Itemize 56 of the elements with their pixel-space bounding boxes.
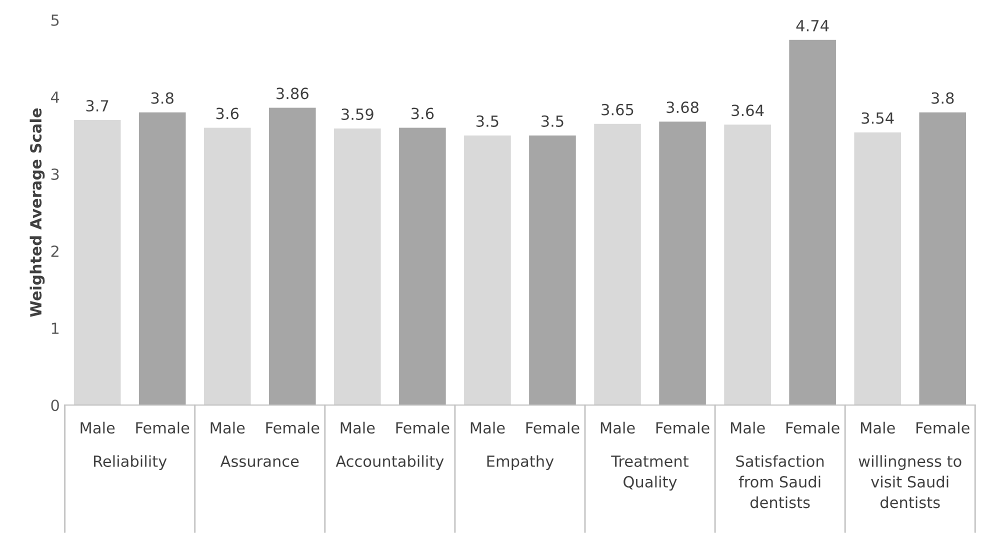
y-tick-label: 3 (51, 168, 59, 180)
text: Reliability (94, 455, 167, 470)
x-tick-label: Female (396, 422, 450, 434)
bar (334, 128, 381, 406)
text: willingness to visit Saudi dentists (858, 455, 962, 508)
bar (594, 124, 641, 406)
y-tick-label: 0 (51, 400, 59, 412)
bar (268, 108, 316, 406)
y-axis-title: Weighted Average Scale (30, 108, 45, 317)
data-label: 3.54 (862, 112, 894, 124)
text: Empathy (487, 455, 554, 470)
data-label: 3.59 (342, 108, 374, 120)
data-label: 4.74 (796, 20, 829, 32)
bar (464, 135, 511, 406)
data-label: 3.64 (732, 104, 764, 116)
y-tick-label: 5 (51, 14, 59, 26)
bar (789, 40, 836, 406)
x-tick-label: Female (916, 422, 970, 434)
x-tick-label: Male (860, 422, 895, 434)
y-tick-label: 2 (51, 245, 58, 257)
bar (724, 124, 771, 406)
text: Accountability (336, 455, 444, 470)
x-tick-label: Male (470, 422, 505, 434)
x-tick-label: Male (600, 422, 635, 434)
data-label: 3.86 (276, 88, 308, 100)
bar (399, 128, 446, 406)
data-label: 3.8 (932, 92, 954, 104)
bar (919, 112, 966, 406)
x-tick-label: Female (786, 422, 840, 434)
bar (138, 112, 186, 406)
data-label: 3.65 (602, 104, 634, 116)
text: Treatment Quality (611, 456, 689, 491)
bar (529, 135, 576, 406)
data-label: 3.5 (476, 115, 498, 127)
data-label: 3.68 (666, 102, 698, 114)
text: Satisfaction from Saudi dentists (736, 455, 824, 508)
x-tick-label: Female (266, 422, 320, 434)
x-tick-label: Male (340, 422, 375, 434)
data-label: 3.7 (86, 100, 108, 112)
bar (659, 122, 706, 406)
x-tick-label: Female (656, 422, 710, 434)
bar (204, 128, 251, 406)
bar (854, 132, 901, 406)
y-tick-label: 1 (52, 322, 59, 334)
data-label: 3.5 (541, 115, 564, 127)
x-tick-label: Male (730, 422, 765, 434)
data-label: 3.6 (216, 108, 239, 120)
x-tick-label: Female (136, 422, 190, 434)
data-label: 3.6 (411, 108, 434, 120)
x-tick-label: Female (526, 422, 580, 434)
bar (74, 120, 121, 406)
x-tick-label: Male (210, 422, 245, 434)
text: Assurance (220, 456, 299, 468)
data-label: 3.8 (151, 92, 174, 104)
y-tick-label: 4 (50, 92, 60, 103)
x-tick-label: Male (80, 422, 115, 434)
